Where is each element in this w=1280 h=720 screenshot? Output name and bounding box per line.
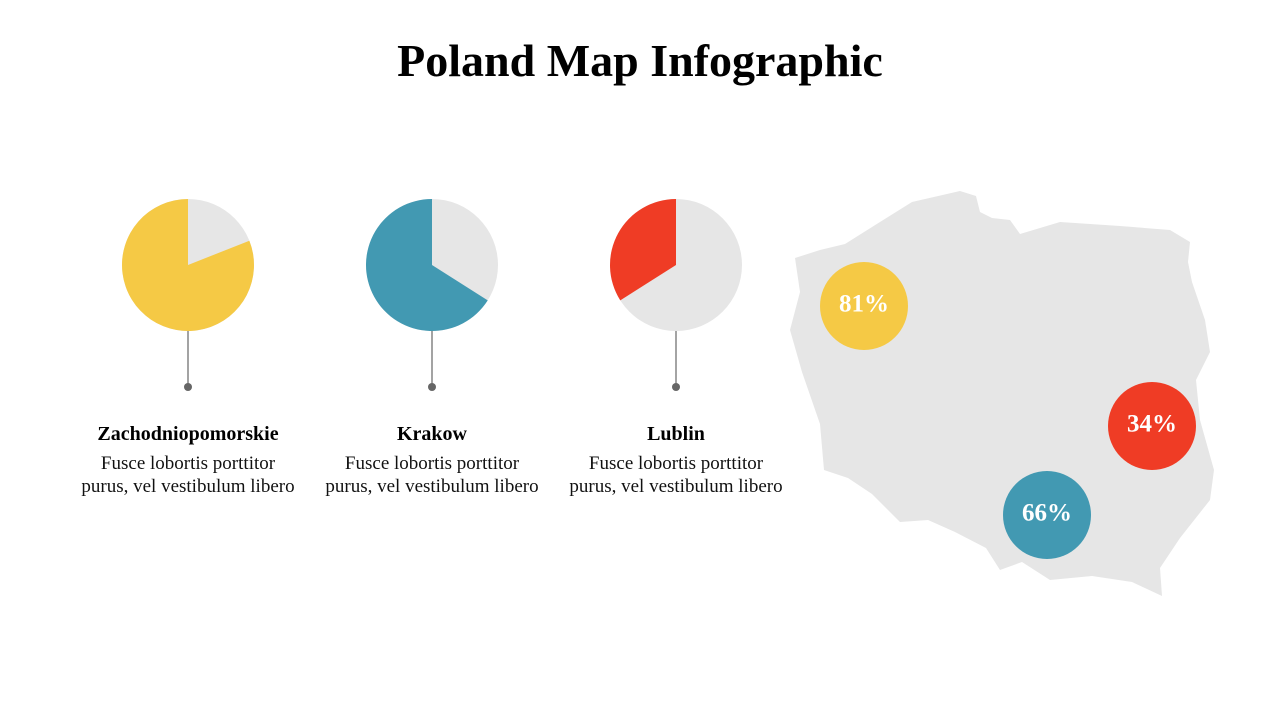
stem-dot [184,383,192,391]
map-bubble [1108,382,1196,470]
map-bubble-label: 81% [839,291,889,318]
pie-slice [121,199,254,331]
item-description: Fusce lobortis porttitor purus, vel vest… [569,453,783,497]
pie-slice [610,199,676,301]
map-bubble [1003,471,1091,559]
item-description: Fusce lobortis porttitor purus, vel vest… [81,453,295,497]
item-name: Krakow [397,423,468,445]
item-name: Lublin [647,423,705,445]
stem-dot [428,383,436,391]
item-description: Fusce lobortis porttitor purus, vel vest… [325,453,539,497]
pie-slice [366,199,488,331]
slide-title: Poland Map Infographic [397,35,883,86]
stem-dot [672,383,680,391]
item-name: Zachodniopomorskie [97,423,278,445]
map-bubble-label: 66% [1022,500,1072,527]
map-bubble [820,262,908,350]
map-bubble-label: 34% [1127,411,1177,438]
